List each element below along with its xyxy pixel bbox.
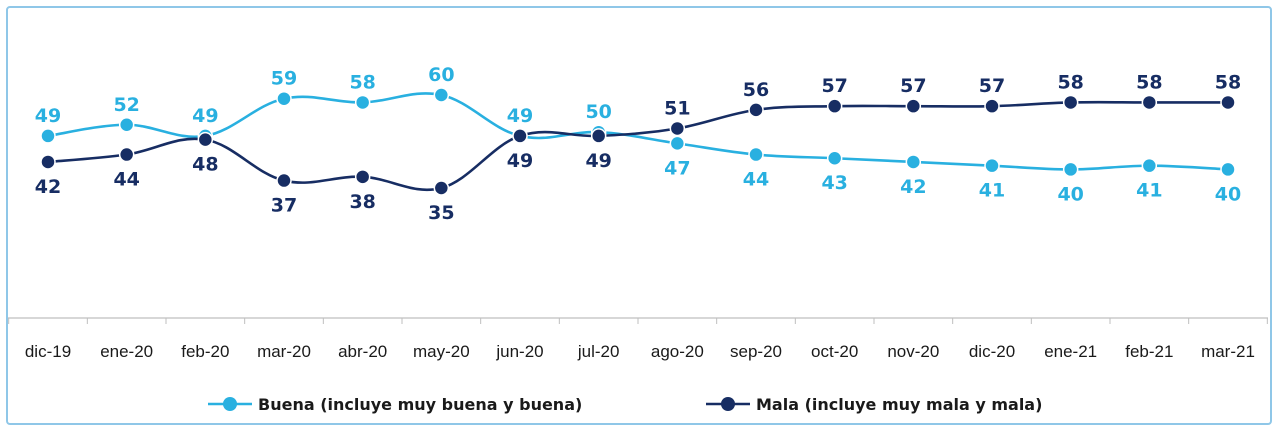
data-point-buena: [748, 146, 764, 163]
data-point-buena: [1220, 161, 1236, 178]
data-labels: 49 42 52 44 49 48 59 37 58 38 60 35 49 49 50 49 51 47 56 44…: [35, 64, 1241, 224]
x-tick-label: abr-20: [338, 342, 387, 361]
legend-label: Buena (incluye muy buena y buena): [258, 395, 582, 414]
x-tick-label: ago-20: [651, 342, 704, 361]
data-point-buena: [1141, 157, 1158, 174]
data-label-mala: 51: [664, 97, 690, 119]
data-point-buena: [433, 87, 450, 103]
legend-label: Mala (incluye muy mala y mala): [756, 395, 1042, 414]
data-label-buena: 49: [192, 105, 218, 127]
data-label-buena: 40: [1057, 183, 1083, 205]
x-tick-label: sep-20: [730, 342, 782, 361]
data-label-mala: 49: [585, 150, 611, 172]
data-label-buena: 41: [1136, 180, 1162, 202]
data-point-buena: [40, 128, 56, 144]
data-point-buena: [984, 157, 1000, 174]
data-point-mala: [512, 128, 528, 144]
data-label-mala: 37: [271, 195, 297, 217]
data-point-mala: [276, 172, 292, 189]
data-point-mala: [590, 128, 607, 144]
data-label-buena: 58: [349, 71, 375, 93]
data-label-buena: 40: [1215, 183, 1241, 205]
x-tick-label: mar-21: [1201, 342, 1255, 361]
data-label-buena: 60: [428, 64, 454, 86]
data-point-mala: [905, 98, 922, 114]
data-label-buena: 50: [585, 101, 611, 123]
data-label-mala: 38: [349, 191, 375, 213]
data-point-buena: [354, 94, 371, 111]
data-point-buena: [118, 117, 135, 133]
data-point-buena: [669, 135, 686, 152]
data-point-mala: [40, 154, 56, 170]
data-label-mala: 48: [192, 154, 218, 176]
x-tick-label: ene-20: [100, 342, 153, 361]
data-label-mala: 58: [1215, 71, 1241, 93]
data-point-mala: [984, 98, 1000, 114]
data-label-mala: 56: [743, 79, 769, 101]
data-point-mala: [748, 102, 764, 118]
data-label-mala: 57: [900, 75, 926, 97]
legend-marker: [223, 397, 237, 411]
x-tick-label: may-20: [413, 342, 470, 361]
x-tick-label: jul-20: [577, 342, 620, 361]
data-label-mala: 42: [35, 176, 61, 198]
data-point-buena: [276, 90, 292, 107]
data-label-buena: 42: [900, 176, 926, 198]
data-point-buena: [1062, 161, 1079, 178]
data-label-mala: 57: [979, 75, 1005, 97]
chart-frame: [6, 6, 1272, 425]
data-label-mala: 58: [1136, 71, 1162, 93]
data-point-mala: [1062, 94, 1079, 111]
data-point-mala: [354, 169, 371, 185]
data-label-mala: 35: [428, 202, 454, 224]
legend-marker: [721, 397, 735, 411]
data-label-mala: 58: [1057, 71, 1083, 93]
data-label-buena: 49: [35, 105, 61, 127]
legend-item-buena: Buena (incluye muy buena y buena): [208, 395, 582, 414]
x-tick-label: mar-20: [257, 342, 311, 361]
legend-item-mala: Mala (incluye muy mala y mala): [706, 395, 1042, 414]
data-label-buena: 59: [271, 68, 297, 90]
data-point-mala: [1141, 94, 1158, 111]
data-label-buena: 41: [979, 180, 1005, 202]
x-tick-label: ene-21: [1044, 342, 1097, 361]
x-tick-label: dic-20: [969, 342, 1015, 361]
x-tick-label: dic-19: [25, 342, 71, 361]
x-tick-label: nov-20: [887, 342, 939, 361]
series-line-mala: [47, 100, 1228, 192]
data-label-buena: 47: [664, 157, 690, 179]
series-line-buena: [47, 92, 1229, 171]
data-point-mala: [826, 98, 843, 114]
x-tick-label: oct-20: [811, 342, 858, 361]
data-label-mala: 44: [113, 169, 139, 191]
data-label-buena: 43: [821, 172, 847, 194]
legend: Buena (incluye muy buena y buena) Mala (i…: [208, 395, 1042, 414]
x-tick-label: feb-21: [1125, 342, 1173, 361]
data-point-mala: [118, 146, 135, 163]
data-point-buena: [826, 150, 843, 166]
data-label-buena: 44: [743, 169, 769, 191]
data-point-buena: [905, 154, 922, 170]
data-label-buena: 52: [113, 94, 139, 116]
data-label-mala: 49: [507, 150, 533, 172]
data-point-mala: [197, 131, 214, 148]
data-label-mala: 57: [821, 75, 847, 97]
x-axis: dic-19 ene-20 feb-20 mar-20 abr-20 may-20 jun-…: [8, 317, 1268, 361]
data-point-mala: [433, 180, 450, 196]
x-tick-label: jun-20: [495, 342, 543, 361]
x-tick-label: feb-20: [181, 342, 229, 361]
data-label-buena: 49: [507, 105, 533, 127]
data-point-mala: [669, 120, 686, 137]
series-layer: [40, 87, 1236, 196]
data-point-mala: [1220, 94, 1236, 111]
